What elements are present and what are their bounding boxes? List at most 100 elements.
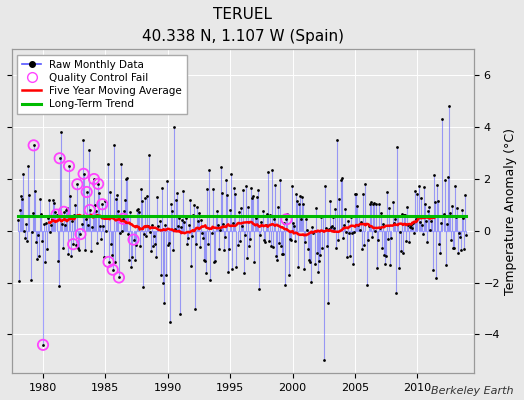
Point [19,171,27,178]
Point [181,215,190,221]
Point [274,204,282,210]
Point [93,240,101,246]
Point [245,243,253,249]
Point [210,259,218,266]
Point [64,250,72,257]
Point [193,203,201,210]
Point [435,240,443,247]
Point [197,216,205,223]
Point [28,210,37,216]
Point [364,223,373,229]
Point [142,232,150,239]
Point [431,199,439,206]
Point [336,176,345,183]
Point [362,282,370,288]
Point [95,190,103,196]
Point [140,231,148,237]
Point [406,223,414,230]
Point [154,223,162,230]
Point [416,219,424,225]
Point [171,226,179,232]
Point [267,242,275,249]
Point [421,201,429,207]
Point [228,266,236,273]
Point [80,171,88,177]
Point [299,201,307,207]
Point [80,171,88,177]
Point [311,205,320,211]
Point [382,253,390,260]
Point [211,258,219,264]
Point [258,208,267,214]
Point [130,257,139,263]
Point [315,252,324,258]
Point [158,279,167,286]
Point [52,211,61,218]
Point [116,230,124,237]
Point [69,241,78,247]
Point [85,207,94,213]
Point [388,199,397,205]
Point [124,231,133,238]
Point [214,221,222,228]
Point [418,222,426,229]
Point [204,241,213,247]
Point [411,188,420,194]
Point [233,242,242,248]
Point [118,228,126,235]
Point [66,192,74,199]
Point [307,279,315,285]
Point [261,222,270,228]
Point [106,241,115,247]
Point [141,194,149,201]
Point [449,245,457,251]
Point [94,181,102,187]
Point [423,239,431,245]
Point [117,161,125,167]
Point [191,305,199,312]
Point [303,227,311,234]
Point [155,217,163,224]
Point [112,195,120,202]
Point [322,225,330,231]
Point [270,216,278,222]
Point [324,300,332,306]
Point [376,225,384,231]
Point [351,191,359,197]
Point [313,268,322,275]
Point [177,223,185,230]
Point [179,188,188,194]
Point [60,209,68,215]
Point [375,201,383,208]
Point [68,218,77,224]
Point [369,200,378,206]
Point [170,124,178,130]
Point [395,265,403,271]
Point [73,181,82,188]
Point [96,223,104,229]
Point [157,185,166,191]
Point [354,222,363,228]
Point [178,217,187,224]
Point [385,204,394,211]
Point [56,155,64,162]
Point [125,257,134,263]
Point [286,236,294,242]
Point [97,236,105,243]
Point [350,229,358,236]
Point [52,211,61,218]
Point [419,231,427,238]
Point [283,211,292,217]
Point [460,246,468,252]
Point [265,238,273,244]
Point [398,210,406,217]
Point [198,230,206,236]
Point [392,144,401,150]
Point [221,234,229,240]
Point [269,244,277,250]
Point [379,221,387,228]
Point [289,220,297,226]
Point [296,193,304,200]
Point [82,189,91,195]
Point [380,252,388,258]
